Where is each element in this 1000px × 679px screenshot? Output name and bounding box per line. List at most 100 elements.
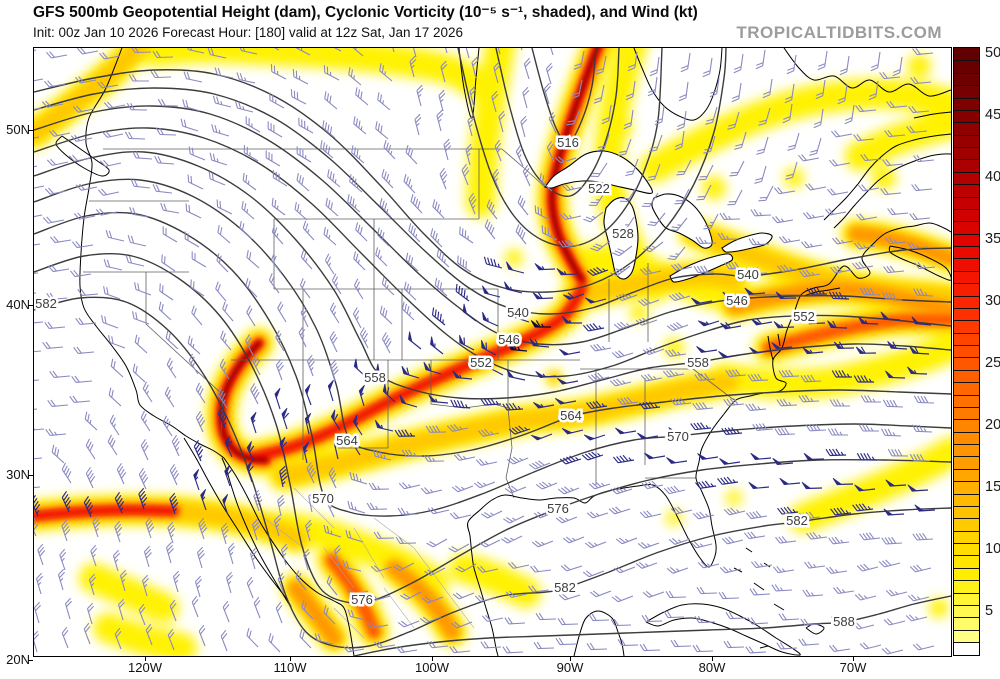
colorbar-tick-label: 40 (985, 169, 1000, 186)
colorbar-cell (954, 555, 979, 568)
colorbar-cell (954, 481, 979, 494)
colorbar-cell (954, 444, 979, 457)
colorbar-cell (954, 332, 979, 345)
svg-text:546: 546 (498, 332, 520, 347)
colorbar-cell (954, 530, 979, 543)
svg-text:564: 564 (336, 433, 358, 448)
colorbar-cell (954, 394, 979, 407)
colorbar-cell (954, 159, 979, 172)
svg-text:552: 552 (793, 309, 815, 324)
colorbar-cell (954, 72, 979, 86)
svg-text:558: 558 (687, 355, 709, 370)
colorbar-cell (954, 357, 979, 370)
colorbar-tick-label: 50 (985, 45, 1000, 62)
svg-text:576: 576 (547, 501, 569, 516)
colorbar-cell (954, 518, 979, 531)
lon-axis-tick (712, 656, 713, 661)
colorbar-cell (954, 208, 979, 222)
svg-text:582: 582 (554, 580, 576, 595)
colorbar-cell (954, 592, 979, 605)
colorbar-tick-label: 5 (985, 602, 994, 619)
contour-labels-layer: 516 522 528 540 540 546 546 552 552 558 558 564 564 5… (34, 133, 857, 632)
colorbar-cell (954, 295, 979, 308)
colorbar-cell (954, 567, 979, 581)
colorbar-cell (954, 221, 979, 234)
lon-axis-tick (853, 656, 854, 661)
lon-axis-label: 120W (128, 660, 162, 675)
colorbar-cell (954, 307, 979, 321)
svg-text:570: 570 (312, 491, 334, 506)
colorbar-cell (954, 109, 979, 123)
svg-text:540: 540 (507, 305, 529, 320)
lon-axis-tick (290, 656, 291, 661)
colorbar-cell (954, 184, 979, 197)
colorbar-cell (954, 345, 979, 358)
colorbar-cell (954, 505, 979, 519)
svg-text:582: 582 (35, 296, 57, 311)
svg-text:552: 552 (470, 355, 492, 370)
colorbar-cell (954, 617, 979, 630)
colorbar-cell (954, 629, 979, 642)
colorbar-cell (954, 97, 979, 110)
colorbar-cell (954, 320, 979, 333)
lon-axis-label: 70W (839, 660, 867, 675)
colorbar-cell (954, 122, 979, 135)
weather-map-svg: 516 522 528 540 540 546 546 552 552 558 558 564 564 5… (34, 48, 951, 656)
lon-axis-tick (145, 656, 146, 661)
lat-axis-tick (28, 660, 33, 661)
colorbar-cell (954, 171, 979, 185)
colorbar-cell (954, 60, 979, 73)
colorbar-tick-label: 35 (985, 231, 1000, 247)
colorbar-cell (954, 468, 979, 482)
colorbar-cell (954, 382, 979, 395)
colorbar-cell (954, 642, 979, 655)
lon-axis-label: 90W (556, 660, 584, 675)
colorbar-cell (954, 406, 979, 420)
svg-text:582: 582 (786, 513, 808, 528)
colorbar-cell (954, 419, 979, 432)
lon-axis-label: 100W (415, 660, 449, 675)
svg-text:540: 540 (737, 267, 759, 282)
colorbar-cell (954, 493, 979, 506)
svg-text:588: 588 (833, 614, 855, 629)
svg-text:564: 564 (560, 408, 582, 423)
init-forecast-valid-text: Init: 00z Jan 10 2026 Forecast Hour: [18… (33, 25, 464, 40)
colorbar-tick-label: 25 (985, 354, 1000, 371)
colorbar-tick-label: 15 (985, 478, 1000, 495)
lon-axis-tick (570, 656, 571, 661)
colorbar-tick-label: 30 (985, 292, 1000, 309)
svg-text:516: 516 (557, 135, 579, 150)
colorbar-cell (954, 456, 979, 469)
vorticity-colorbar (953, 47, 980, 656)
page-title: GFS 500mb Geopotential Height (dam), Cyc… (33, 4, 698, 21)
tropicaltidbits-watermark: TROPICALTIDBITS.COM (736, 23, 942, 42)
lat-axis-tick (28, 130, 33, 131)
lat-axis-tick (28, 475, 33, 476)
colorbar-cell (954, 543, 979, 556)
svg-text:570: 570 (667, 429, 689, 444)
colorbar-cell (954, 258, 979, 271)
svg-text:558: 558 (364, 370, 386, 385)
colorbar-cell (954, 431, 979, 444)
colorbar-tick-label: 10 (985, 540, 1000, 557)
lat-axis-label: 40N (6, 297, 30, 312)
lon-axis-label: 80W (698, 660, 726, 675)
lat-axis-label: 20N (6, 652, 30, 667)
svg-text:528: 528 (612, 226, 634, 241)
colorbar-cell (954, 85, 979, 98)
colorbar-cell (954, 270, 979, 284)
colorbar-cell (954, 604, 979, 618)
colorbar-cell (954, 580, 979, 593)
colorbar-cell (954, 283, 979, 296)
colorbar-cell (954, 369, 979, 383)
colorbar-cell (954, 196, 979, 209)
lat-axis-label: 50N (6, 122, 30, 137)
wind-barbs-layer (34, 48, 936, 655)
svg-text:546: 546 (726, 293, 748, 308)
lon-axis-tick (432, 656, 433, 661)
colorbar-cell (954, 147, 979, 160)
colorbar-cell (954, 246, 979, 259)
map-canvas: 516 522 528 540 540 546 546 552 552 558 558 564 564 5… (33, 47, 952, 657)
colorbar-tick-label: 20 (985, 416, 1000, 433)
